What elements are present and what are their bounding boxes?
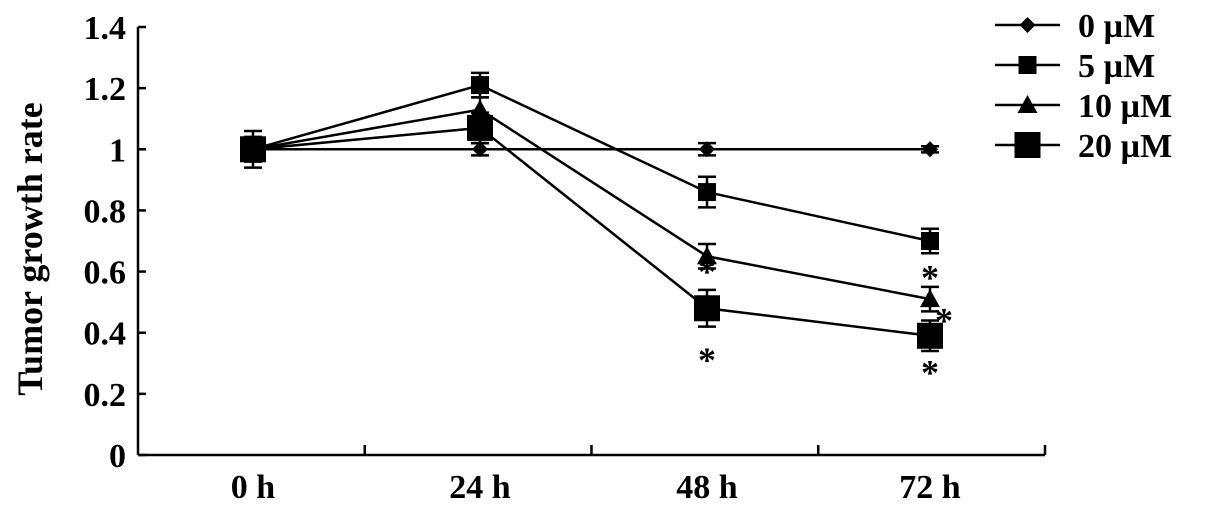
series-line: [252, 83, 931, 243]
data-point: [922, 141, 938, 158]
x-tick-label: 24 h: [449, 469, 511, 506]
data-point: [471, 76, 489, 95]
data-point: [694, 295, 720, 322]
series-line: [252, 126, 931, 338]
x-tick-label: 0 h: [231, 469, 276, 506]
significance-marker: *: [935, 300, 953, 340]
data-point: [699, 141, 715, 158]
legend-label: 0 µM: [1078, 8, 1155, 45]
legend-label: 20 µM: [1078, 128, 1172, 165]
y-tick-label: 1.2: [84, 71, 127, 108]
x-ticks: 0 h 24 h 48 h 72 h: [231, 445, 1047, 506]
series-line: [252, 108, 931, 301]
legend-label: 10 µM: [1078, 88, 1172, 125]
y-tick-label: 0: [109, 438, 126, 475]
axes: [136, 27, 1045, 457]
y-tick-label: 1.4: [84, 10, 127, 47]
series-2: [244, 71, 939, 255]
x-tick-label: 72 h: [899, 469, 961, 506]
x-tick-label: 48 h: [676, 469, 738, 506]
significance-marker: *: [921, 258, 939, 298]
data-point: [697, 246, 717, 265]
y-tick-label: 1: [109, 132, 126, 169]
legend-marker: [1018, 56, 1037, 74]
data-point: [921, 232, 939, 250]
series-4: [240, 111, 943, 353]
legend-marker: [1017, 95, 1038, 113]
series-1: [244, 141, 939, 158]
significance-marker: *: [921, 352, 939, 392]
legend-marker: [1014, 132, 1041, 158]
data-point: [240, 136, 266, 163]
plot-area: *****: [240, 71, 953, 392]
y-ticks: 0 0.2 0.4 0.6 0.8 1 1.2 1.4: [84, 10, 146, 475]
significance-marker: *: [698, 340, 716, 380]
y-tick-label: 0.2: [84, 377, 127, 414]
data-point: [467, 114, 493, 141]
legend-entry: 20 µM: [995, 128, 1172, 165]
data-point: [698, 183, 716, 202]
legend-entry: 5 µM: [995, 48, 1155, 85]
y-tick-label: 0.8: [84, 193, 127, 230]
significance-marker: *: [698, 251, 716, 291]
y-axis-label: Tumor growth rate: [10, 102, 50, 395]
series-3: [243, 96, 940, 313]
legend-label: 5 µM: [1078, 48, 1155, 85]
legend-entry: 0 µM: [995, 8, 1155, 45]
data-point: [920, 289, 940, 308]
legend-marker: [1019, 17, 1036, 33]
data-point: [917, 322, 943, 349]
y-tick-label: 0.4: [84, 316, 127, 353]
y-tick-label: 0.6: [84, 255, 127, 292]
data-point: [472, 141, 488, 158]
legend-entry: 10 µM: [995, 88, 1172, 125]
